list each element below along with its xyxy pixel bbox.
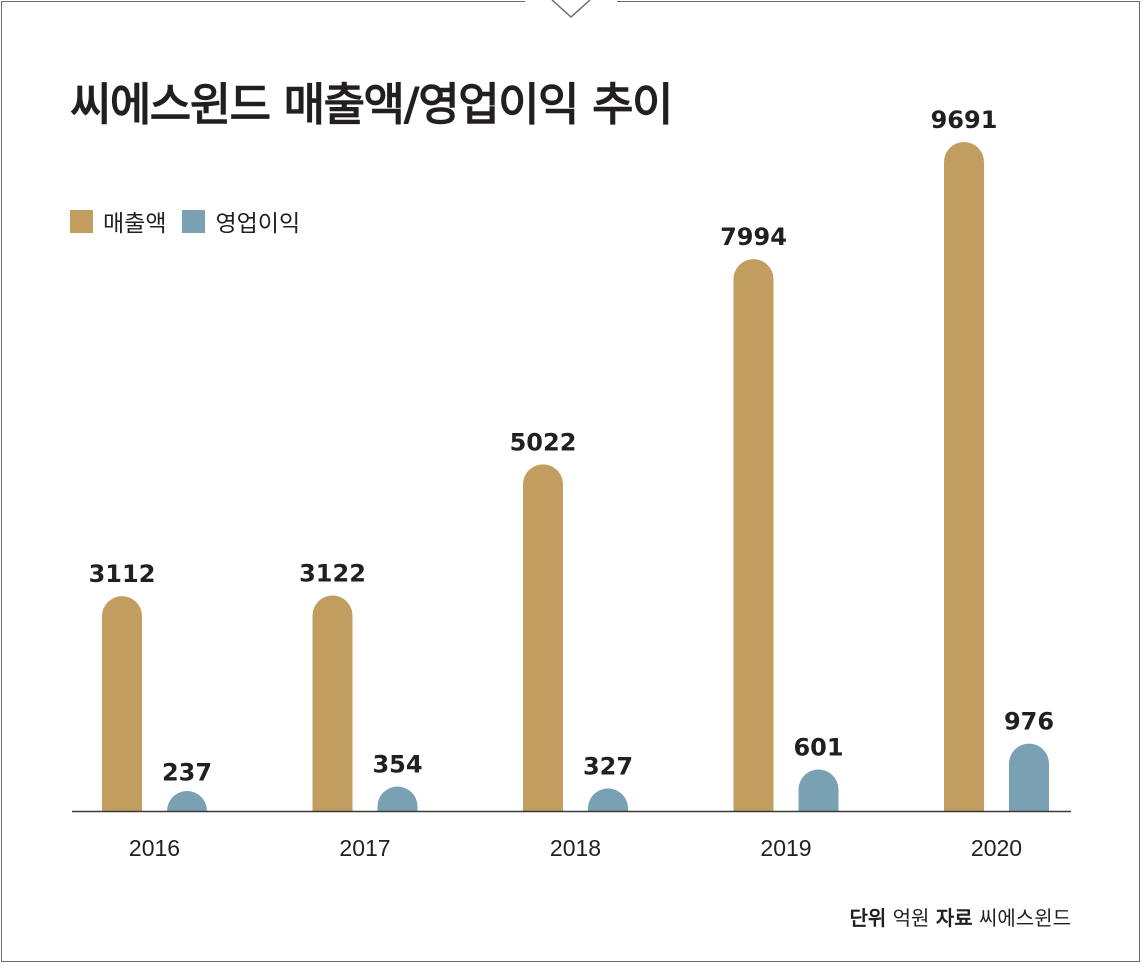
value-label-operating-profit-2016: 237 — [162, 759, 212, 787]
chevron-down-icon — [551, 0, 591, 19]
value-label-operating-profit-2017: 354 — [372, 751, 422, 779]
bar-operating-profit-2019 — [798, 769, 839, 811]
x-tick-label-2016: 2016 — [129, 835, 180, 861]
value-label-sales-2018: 5022 — [510, 428, 577, 456]
bar-operating-profit-2017 — [377, 786, 418, 811]
x-tick-label-2019: 2019 — [760, 835, 811, 861]
value-label-sales-2017: 3122 — [299, 559, 366, 587]
chart-title: 씨에스윈드 매출액/영업이익 추이 — [70, 78, 673, 131]
legend-item-operating-profit: 영업이익 — [182, 204, 300, 238]
value-label-operating-profit-2018: 327 — [583, 752, 633, 780]
value-label-sales-2019: 7994 — [720, 223, 787, 251]
value-label-sales-2020: 9691 — [931, 106, 998, 134]
bar-sales-2016 — [102, 596, 142, 811]
notch-gap — [525, 0, 617, 6]
legend-label-operating-profit: 영업이익 — [215, 211, 301, 237]
legend-swatch-operating-profit — [182, 209, 206, 233]
x-tick-label-2018: 2018 — [550, 835, 601, 861]
chart-footer: 단위 억원 자료 씨에스윈드 — [849, 902, 1071, 931]
source-value: 씨에스윈드 — [979, 906, 1071, 930]
legend-label-sales: 매출액 — [103, 211, 167, 237]
source-label: 자료 — [935, 906, 973, 930]
legend-item-sales: 매출액 — [70, 204, 166, 238]
bar-sales-2020 — [944, 142, 984, 811]
chart-legend: 매출액 영업이익 — [70, 204, 316, 238]
value-label-operating-profit-2019: 601 — [793, 734, 843, 762]
bar-operating-profit-2018 — [588, 788, 628, 811]
bar-operating-profit-2016 — [167, 791, 207, 811]
bar-sales-2018 — [523, 464, 563, 811]
value-label-sales-2016: 3112 — [89, 560, 156, 588]
bar-sales-2019 — [733, 259, 774, 812]
unit-label: 단위 — [849, 906, 887, 930]
unit-value: 억원 — [892, 906, 930, 930]
legend-swatch-sales — [70, 209, 93, 233]
bar-operating-profit-2020 — [1009, 743, 1049, 811]
value-label-operating-profit-2020: 976 — [1004, 708, 1054, 736]
x-tick-label-2017: 2017 — [339, 835, 390, 861]
x-tick-label-2020: 2020 — [971, 835, 1022, 861]
bar-sales-2017 — [312, 595, 353, 811]
